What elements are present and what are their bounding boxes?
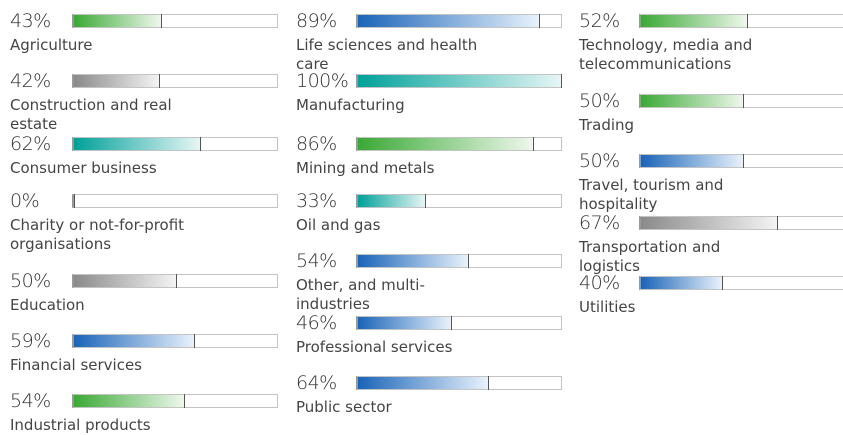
bar-track [639, 276, 843, 290]
bar-end-tick [561, 74, 562, 88]
bar-track [356, 254, 562, 268]
bar-end-tick [183, 394, 185, 408]
bar [358, 75, 561, 87]
bar-end-tick [487, 376, 489, 390]
bar-end-tick [722, 276, 724, 290]
bar-track [72, 137, 278, 151]
bar-track [72, 74, 278, 88]
bar [74, 138, 200, 150]
industry-name: Consumer business [10, 159, 157, 177]
bar [358, 377, 488, 389]
percent-label: 33% [296, 190, 337, 212]
industry-name: Travel, tourism and hospitality [579, 176, 724, 213]
bar [641, 155, 743, 167]
percent-label: 50% [579, 150, 620, 172]
percent-label: 46% [296, 312, 337, 334]
industry-name: Technology, media and telecommunications [579, 36, 753, 73]
percent-label: 64% [296, 372, 337, 394]
bar [74, 335, 194, 347]
bar-track [72, 334, 278, 348]
bar [641, 95, 743, 107]
bar [358, 317, 452, 329]
industry-name: Other, and multi-industries [296, 276, 425, 313]
bar [358, 195, 425, 207]
bar-end-tick [199, 137, 201, 151]
percent-label: 42% [10, 70, 51, 92]
bar-track [356, 74, 562, 88]
bar-end-tick [175, 274, 177, 288]
bar-track [639, 94, 843, 108]
bar [641, 217, 777, 229]
percent-label: 50% [579, 90, 620, 112]
bar-end-tick [74, 194, 75, 208]
industry-name: Financial services [10, 356, 142, 374]
industry-name: Professional services [296, 338, 453, 356]
percent-label: 54% [296, 250, 337, 272]
industry-name: Education [10, 296, 85, 314]
bar-end-tick [467, 254, 469, 268]
bar-end-tick [742, 154, 744, 168]
percent-label: 100% [296, 70, 349, 92]
bar-end-tick [777, 216, 778, 230]
bar-end-tick [532, 137, 534, 151]
percent-label: 40% [579, 272, 620, 294]
industry-name: Industrial products [10, 416, 151, 434]
industry-name: Manufacturing [296, 96, 405, 114]
bar-end-tick [451, 316, 453, 330]
industry-name: Transportation and logistics [579, 238, 721, 275]
bar-end-tick [424, 194, 426, 208]
industry-name: Life sciences and health care [296, 36, 478, 73]
industry-name: Oil and gas [296, 216, 381, 234]
bar [74, 15, 162, 27]
bar-track [356, 376, 562, 390]
industry-name: Mining and metals [296, 159, 435, 177]
percent-label: 62% [10, 133, 51, 155]
percent-label: 43% [10, 10, 51, 32]
bar-track [72, 394, 278, 408]
bar-end-tick [161, 14, 163, 28]
percent-label: 52% [579, 10, 620, 32]
industry-name: Public sector [296, 398, 392, 416]
percent-label: 67% [579, 212, 620, 234]
bar-track [639, 216, 843, 230]
industry-name: Utilities [579, 298, 636, 316]
bar-track [356, 14, 562, 28]
bar [74, 395, 184, 407]
percent-label: 54% [10, 390, 51, 412]
bar-end-tick [538, 14, 540, 28]
industry-name: Construction and real estate [10, 96, 172, 133]
bar-track [72, 14, 278, 28]
bar-track [356, 137, 562, 151]
bar [641, 15, 747, 27]
bar [358, 15, 539, 27]
bar-track [72, 194, 278, 208]
bar-track [639, 14, 843, 28]
bar-end-tick [193, 334, 195, 348]
industry-name: Trading [579, 116, 635, 134]
bar [641, 277, 723, 289]
percent-label: 59% [10, 330, 51, 352]
bar [358, 255, 468, 267]
percent-label: 86% [296, 133, 337, 155]
industry-name: Agriculture [10, 36, 93, 54]
bar [74, 75, 160, 87]
percent-label: 0% [10, 190, 40, 212]
bar-track [72, 274, 278, 288]
bar-track [356, 194, 562, 208]
industry-name: Charity or not-for-profit organisations [10, 216, 185, 253]
bar [358, 138, 533, 150]
bar [74, 275, 176, 287]
bar-track [356, 316, 562, 330]
bar-end-tick [159, 74, 161, 88]
bar-track [639, 154, 843, 168]
percent-label: 89% [296, 10, 337, 32]
bar-end-tick [742, 94, 744, 108]
percent-label: 50% [10, 270, 51, 292]
bar-end-tick [746, 14, 748, 28]
